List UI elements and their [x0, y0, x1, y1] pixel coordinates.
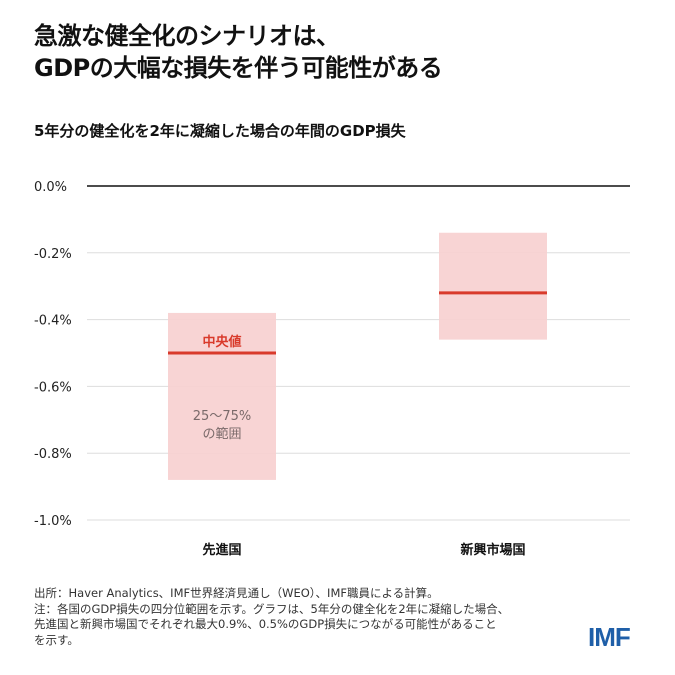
y-tick-label: 0.0%	[34, 180, 67, 195]
x-tick-label: 新興市場国	[460, 542, 525, 558]
note-line: 先進国と新興市場国でそれぞれ最大0.9%、0.5%のGDP損失につながる可能性が…	[34, 617, 497, 631]
footnotes: 出所：Haver Analytics、IMF世界経済見通し（WEO）、IMF職員…	[34, 586, 509, 648]
title-line: GDPの大幅な損失を伴う可能性がある	[34, 54, 443, 82]
chart-subtitle: 5年分の健全化を2年に凝縮した場合の年間のGDP損失	[34, 122, 406, 140]
iqr-box	[439, 232, 547, 340]
title-line: 急激な健全化のシナリオは、	[34, 22, 340, 50]
y-tick-label: -0.4%	[34, 314, 72, 329]
source-note: 出所：Haver Analytics、IMF世界経済見通し（WEO）、IMF職員…	[34, 586, 439, 600]
note-line: を示す。	[34, 632, 79, 647]
chart-title: 急激な健全化のシナリオは、 GDPの大幅な損失を伴う可能性がある	[34, 20, 443, 84]
range-annotation: の範囲	[202, 427, 241, 442]
y-tick-label: -0.6%	[34, 380, 72, 395]
median-annotation: 中央値	[202, 334, 241, 350]
imf-logo: IMF	[588, 622, 631, 652]
y-tick-label: -0.2%	[34, 247, 72, 262]
range-annotation: 25〜75%	[193, 409, 251, 424]
x-tick-label: 先進国	[202, 542, 241, 558]
y-tick-label: -0.8%	[34, 447, 72, 462]
y-tick-label: -1.0%	[34, 514, 72, 529]
note-line: 注：各国のGDP損失の四分位範囲を示す。グラフは、5年分の健全化を2年に凝縮した…	[34, 601, 510, 616]
iqr-box	[168, 312, 276, 480]
